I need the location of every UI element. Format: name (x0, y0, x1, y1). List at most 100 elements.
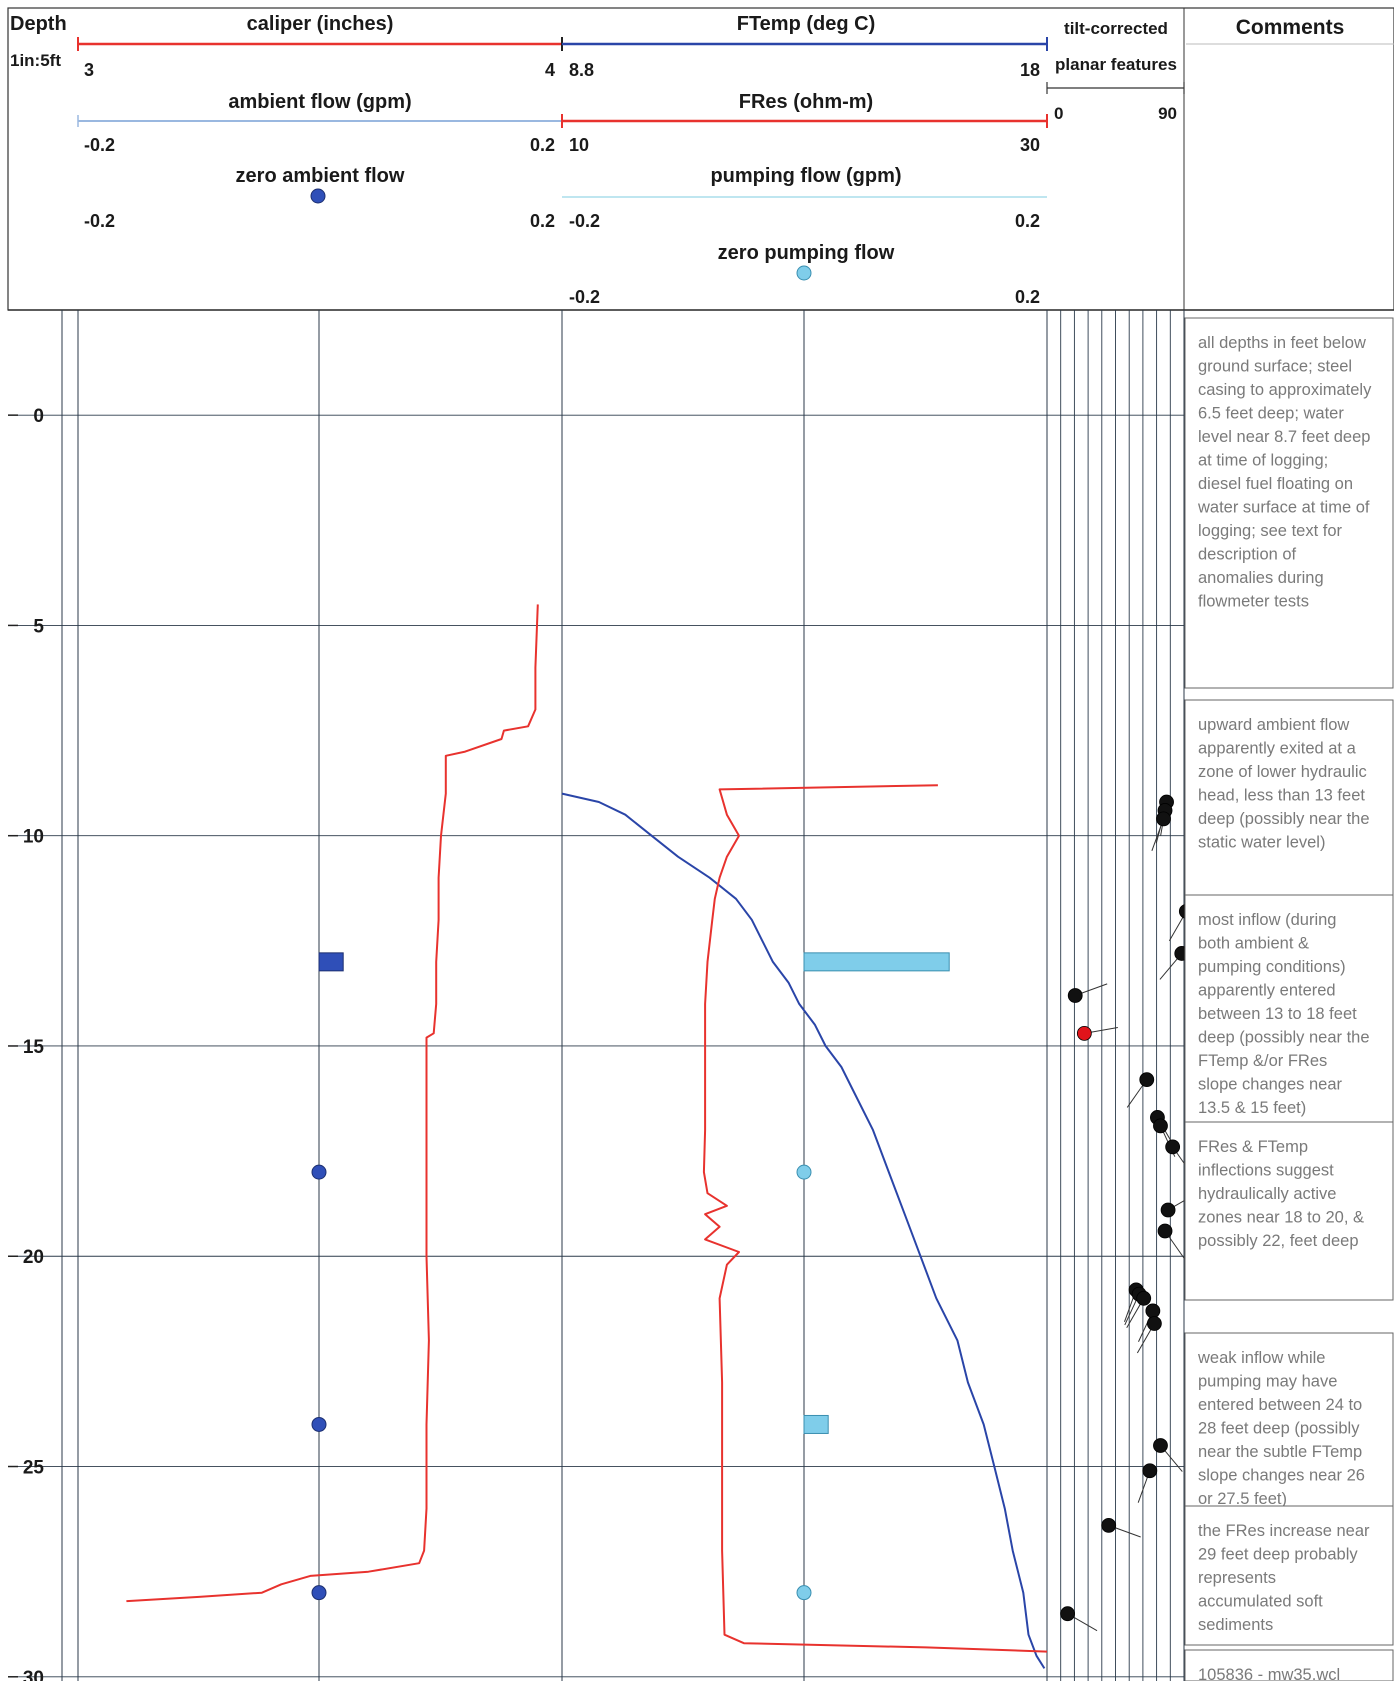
depth-tick-label: 0 (33, 406, 44, 427)
ambient-flow-min: -0.2 (84, 135, 115, 155)
comment-line: description of (1198, 546, 1297, 564)
comment-line: zone of lower hydraulic (1198, 763, 1367, 781)
grid-layer (8, 310, 1185, 1681)
pumping-flow-max: 0.2 (1015, 211, 1040, 231)
comment-line: entered between 24 to (1198, 1396, 1362, 1414)
planar-feature (1142, 1463, 1158, 1479)
comment-line: between 13 to 18 feet (1198, 1005, 1357, 1023)
comment-line: possibly 22, feet deep (1198, 1232, 1359, 1250)
planar-feature (1067, 988, 1083, 1003)
comment-line: weak inflow while (1197, 1349, 1325, 1367)
zero-ambient-min: -0.2 (84, 211, 115, 231)
comment-line: ground surface; steel (1198, 358, 1352, 376)
planar-feature (1165, 1139, 1181, 1155)
comment-line: pumping conditions) (1198, 958, 1346, 976)
comment-line: 28 feet deep (possibly (1198, 1420, 1360, 1438)
caliper-curve (126, 604, 539, 1603)
depth-tick-label: 20 (23, 1247, 44, 1268)
planar-feature (1139, 1072, 1155, 1088)
planar-feature (1146, 1316, 1162, 1331)
depth-tick-label: 15 (23, 1037, 45, 1058)
caliper-max: 4 (545, 60, 555, 80)
comment-line: deep (possibly near the (1198, 1029, 1370, 1047)
comment-box (1184, 1649, 1394, 1681)
depth-tick-label: 30 (23, 1668, 44, 1681)
comment-line: level near 8.7 feet deep (1198, 428, 1370, 446)
ambient-flow-bar (318, 952, 344, 972)
zero-ambient-legend-marker (310, 188, 326, 204)
comment-line: the FRes increase near (1198, 1522, 1370, 1540)
planar-max: 90 (1158, 104, 1177, 123)
comment-line: logging; see text for (1198, 522, 1343, 540)
comment-box (1184, 699, 1394, 896)
depth-label: Depth (10, 13, 67, 35)
planar-feature (1145, 1303, 1161, 1319)
flow-markers (311, 952, 950, 1601)
ftemp-min: 8.8 (569, 60, 594, 80)
comment-line: most inflow (during (1198, 911, 1336, 929)
comment-line: 29 feet deep probably (1198, 1546, 1358, 1564)
planar-title-1: tilt-corrected (1064, 19, 1168, 38)
planar-min: 0 (1054, 104, 1063, 123)
planar-feature (1060, 1606, 1076, 1622)
comment-line: FTemp &/or FRes (1198, 1052, 1327, 1070)
comment-line: slope changes near (1198, 1076, 1343, 1094)
ftemp-curve (561, 792, 1046, 1669)
comment-line: both ambient & (1198, 935, 1309, 953)
planar-feature (1153, 1118, 1168, 1134)
comment-line: upward ambient flow (1198, 716, 1349, 734)
zero-ambient-title: zero ambient flow (236, 165, 405, 187)
zero-pumping-legend-marker (796, 265, 812, 281)
comment-line: 105836 - mw35.wcl (1198, 1666, 1340, 1681)
comment-line: diesel fuel floating on (1198, 475, 1353, 493)
fres-min: 10 (569, 135, 589, 155)
zero-ambient-flow-marker (311, 1164, 327, 1180)
depth-tick-label: 25 (23, 1458, 45, 1479)
comment-line: apparently exited at a (1198, 740, 1357, 758)
header-frame (7, 7, 1394, 311)
comment-line: deep (possibly near the (1198, 810, 1370, 828)
depth-tick-label: 10 (23, 827, 44, 848)
comment-box (1184, 1332, 1394, 1507)
ftemp-title: FTemp (deg C) (737, 13, 876, 35)
comment-box (1184, 1121, 1394, 1301)
comment-box (1184, 317, 1394, 689)
comment-line: hydraulically active (1198, 1185, 1336, 1203)
zero-ambient-flow-marker (311, 1416, 327, 1432)
zero-pumping-max: 0.2 (1015, 287, 1040, 307)
pumping-flow-title: pumping flow (gpm) (710, 165, 901, 187)
comment-line: or 27.5 feet) (1198, 1490, 1287, 1508)
planar-feature (1156, 811, 1171, 827)
pumping-flow-bar (803, 952, 950, 972)
comment-line: sediments (1198, 1616, 1273, 1634)
comment-line: 13.5 & 15 feet) (1198, 1099, 1306, 1117)
comment-line: head, less than 13 feet (1198, 787, 1365, 805)
comment-line: 6.5 feet deep; water (1198, 405, 1344, 423)
comment-line: water surface at time of (1197, 499, 1370, 517)
comment-line: slope changes near 26 (1198, 1467, 1365, 1485)
zero-pumping-title: zero pumping flow (718, 242, 895, 264)
planar-title-2: planar features (1055, 55, 1177, 74)
comment-line: at time of logging; (1198, 452, 1328, 470)
pumping-flow-bar (803, 1414, 829, 1434)
comment-box (1184, 1505, 1394, 1646)
comment-line: FRes & FTemp (1198, 1138, 1308, 1156)
pumping-flow-min: -0.2 (569, 211, 600, 231)
comments-title: Comments (1236, 16, 1345, 39)
comment-line: apparently entered (1198, 982, 1336, 1000)
planar-feature (1136, 1290, 1152, 1306)
depth-axis: 0 5 10 15 20 25 30 (8, 406, 44, 1681)
zero-pumping-flow-marker (796, 1164, 812, 1180)
scale-label: 1in:5ft (10, 51, 61, 70)
comment-line: casing to approximately (1198, 381, 1372, 399)
planar-feature (1153, 1438, 1168, 1453)
planar-feature-highlight (1076, 1025, 1092, 1041)
comment-line: all depths in feet below (1198, 334, 1366, 352)
ftemp-max: 18 (1020, 60, 1040, 80)
depth-tick-label: 5 (33, 616, 44, 637)
zero-ambient-max: 0.2 (530, 211, 555, 231)
zero-ambient-flow-marker (311, 1585, 327, 1601)
log-curves (126, 604, 1048, 1669)
comment-line: flowmeter tests (1198, 593, 1309, 611)
